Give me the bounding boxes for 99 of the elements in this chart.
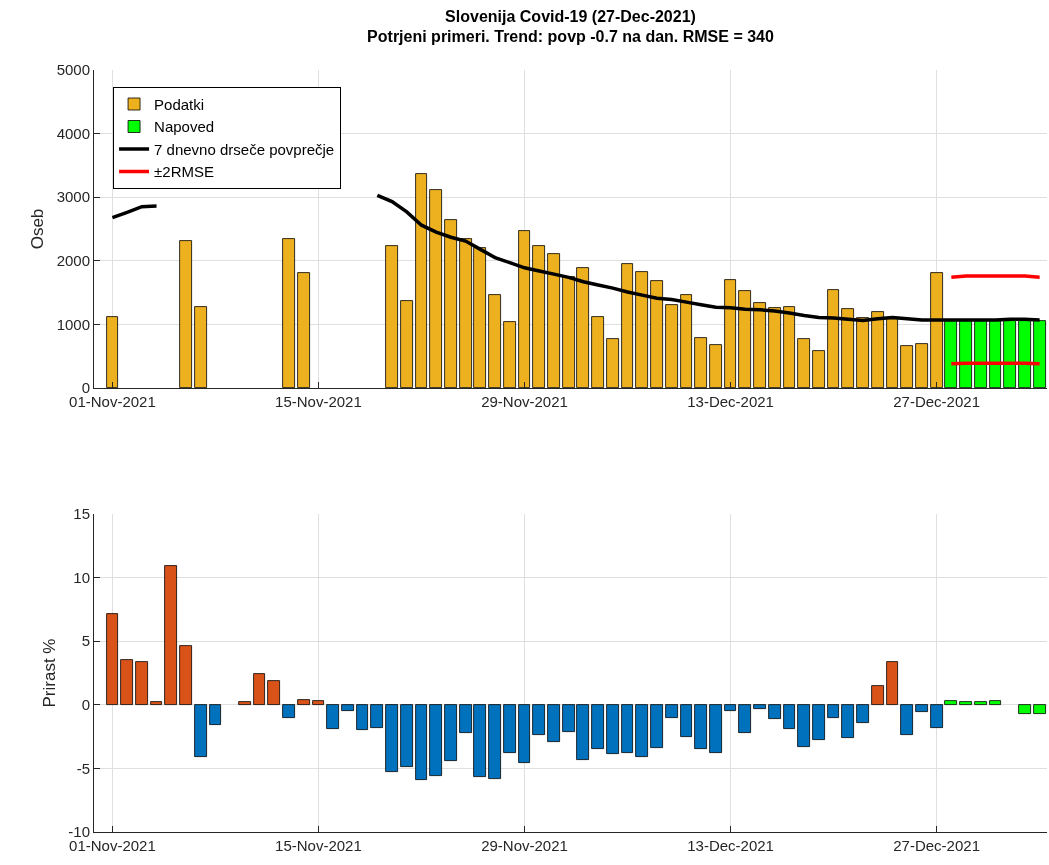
y-tick-label: 15	[73, 505, 90, 523]
bar	[385, 245, 398, 388]
bar	[635, 704, 648, 757]
bar	[179, 645, 192, 705]
x-tick-label: 13-Dec-2021	[687, 837, 774, 854]
bar	[812, 350, 825, 388]
bar	[974, 701, 987, 705]
bar	[503, 321, 516, 388]
bar	[989, 700, 1001, 705]
x-tick-label: 27-Dec-2021	[893, 393, 980, 410]
bar	[194, 306, 207, 388]
x-tick-label: 13-Dec-2021	[687, 393, 774, 410]
bar	[738, 704, 751, 733]
legend-label: Podatki	[154, 95, 205, 113]
bar	[797, 338, 810, 388]
bar	[209, 704, 221, 725]
bar	[812, 704, 825, 740]
bar	[783, 704, 795, 729]
bar	[665, 304, 678, 388]
bar	[120, 659, 133, 705]
bar	[488, 294, 501, 388]
bar	[709, 344, 722, 388]
bar	[106, 316, 118, 388]
bar	[106, 613, 118, 705]
bar	[1033, 704, 1046, 714]
x-tick-label: 29-Nov-2021	[481, 837, 568, 854]
bar	[370, 704, 383, 728]
bar	[606, 704, 619, 754]
bar	[282, 704, 295, 718]
bar	[900, 345, 913, 388]
bar	[135, 661, 148, 705]
bar	[400, 704, 413, 767]
legend-label: ±2RMSE	[154, 163, 214, 181]
bar	[400, 300, 413, 388]
y-axis-title: Oseb	[28, 208, 48, 250]
y-tick-label: 3000	[56, 188, 90, 206]
bar	[238, 701, 251, 705]
bar	[385, 704, 398, 772]
y-tick-label: 0	[81, 696, 90, 714]
y-tick-label: 5000	[56, 61, 90, 79]
bar	[959, 701, 972, 705]
bar	[680, 704, 692, 737]
bar	[253, 673, 265, 705]
bar	[429, 704, 442, 776]
bar	[312, 700, 324, 705]
bar	[665, 704, 678, 718]
x-tick-label: 15-Nov-2021	[275, 837, 362, 854]
bar	[356, 704, 368, 730]
bar	[150, 701, 162, 705]
bar	[650, 704, 663, 748]
bar	[694, 704, 707, 749]
y-tick-label: 10	[73, 568, 90, 586]
bar	[1018, 704, 1031, 714]
y-tick-label: 4000	[56, 124, 90, 142]
bar	[915, 704, 928, 712]
chart-title: Slovenija Covid-19 (27-Dec-2021) Potrjeni primeri. Trend: povp -0.7 na dan. RMSE = 340	[367, 7, 774, 46]
y-axis-title: Prirast %	[39, 638, 59, 708]
bar	[297, 272, 310, 388]
bar	[518, 704, 530, 763]
bar	[341, 704, 354, 711]
y-tick-label: 2000	[56, 252, 90, 270]
bar	[503, 704, 516, 753]
bar	[326, 704, 339, 729]
bar	[267, 680, 280, 705]
bar	[282, 238, 295, 388]
bar	[841, 704, 854, 738]
bar	[164, 565, 177, 705]
bar	[856, 704, 869, 723]
bar	[797, 704, 810, 747]
x-tick-label: 29-Nov-2021	[481, 393, 568, 410]
bar	[415, 704, 427, 780]
bar	[606, 338, 619, 388]
bar	[768, 704, 781, 719]
bar	[915, 343, 928, 388]
x-tick-label: 27-Dec-2021	[893, 837, 980, 854]
bar	[709, 704, 722, 753]
bar	[444, 704, 457, 761]
y-tick-label: -5	[76, 759, 90, 777]
y-tick-label: 1000	[56, 315, 90, 333]
bar	[591, 704, 604, 749]
bar	[886, 661, 898, 705]
bar	[297, 699, 310, 705]
x-tick-label: 15-Nov-2021	[275, 393, 362, 410]
bar	[194, 704, 207, 757]
bar	[827, 704, 839, 718]
bar	[488, 704, 501, 779]
bar	[724, 704, 736, 711]
bar	[547, 704, 560, 742]
bar	[694, 337, 707, 388]
bar	[871, 685, 884, 705]
bar	[900, 704, 913, 735]
bar	[591, 316, 604, 388]
bar	[179, 240, 192, 388]
bar	[753, 704, 766, 709]
bar	[532, 704, 545, 735]
y-tick-label: 5	[81, 632, 90, 650]
bar	[621, 704, 633, 753]
legend-label: Napoved	[154, 118, 215, 136]
legend-label: 7 dnevno drseče povprečje	[154, 140, 335, 158]
